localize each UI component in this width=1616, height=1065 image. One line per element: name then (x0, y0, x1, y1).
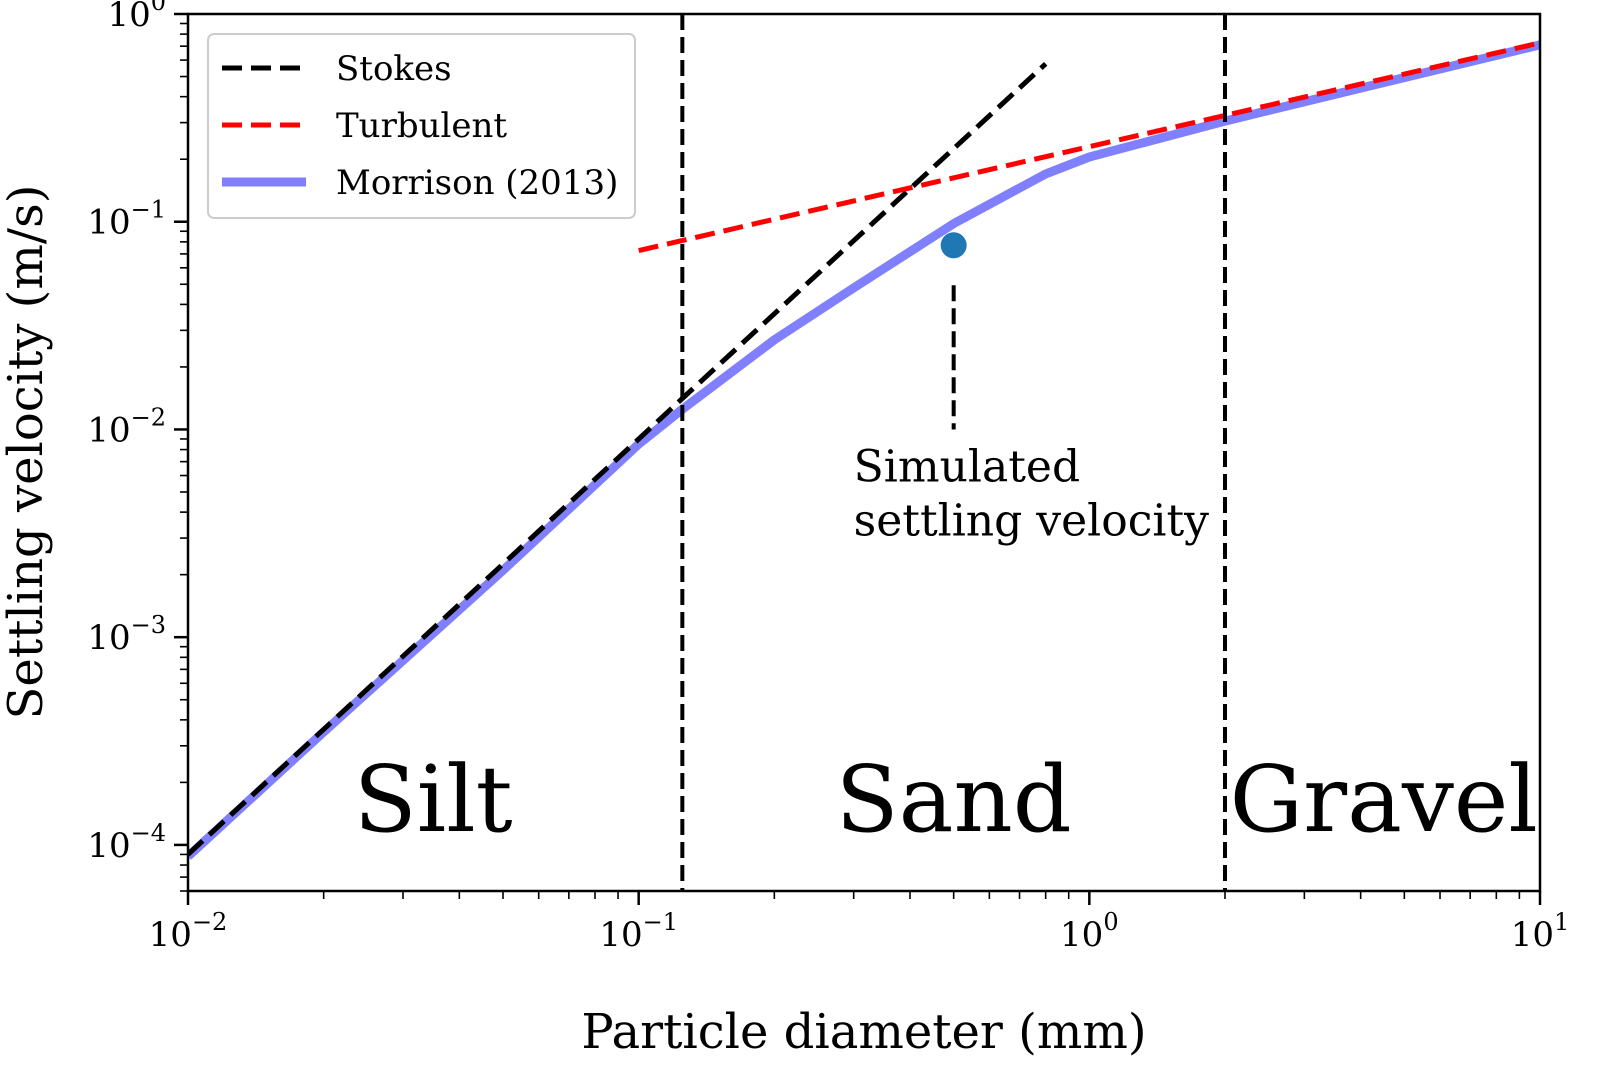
annotation-text-line: settling velocity (854, 495, 1209, 546)
region-label-sand: Sand (836, 746, 1072, 853)
x-axis-title: Particle diameter (mm) (581, 1004, 1146, 1060)
ticks-layer: 10−2 10−1 100 101 10−4 10−3 10−2 10−1 100 (87, 0, 1569, 955)
legend-box (207, 33, 636, 219)
y-tick-label: 10−3 (87, 611, 166, 658)
series-line-turbulent (638, 40, 1540, 254)
region-label-gravel: Gravel (1230, 746, 1538, 853)
regions-layer: Silt Sand Gravel (354, 746, 1538, 853)
boundary-layer (680, 14, 1227, 891)
y-tick-label: 10−2 (87, 403, 166, 450)
y-tick-label: 10−4 (87, 819, 166, 866)
simulated-point (940, 232, 967, 259)
x-tick-label: 100 (1060, 908, 1119, 955)
x-tick-label: 101 (1511, 908, 1570, 955)
y-tick-label: 10−1 (87, 196, 166, 243)
legend-label-morrison-2013: Morrison (2013) (336, 163, 618, 203)
x-tick-label: 10−2 (149, 908, 228, 955)
plot-frame (186, 12, 1542, 893)
legend-label-stokes: Stokes (336, 49, 452, 89)
legend-label-turbulent: Turbulent (336, 106, 507, 146)
x-tick-label: 10−1 (599, 908, 678, 955)
legend: Stokes Turbulent Morrison (2013) (207, 33, 636, 219)
y-axis-title: Settling velocity (m/s) (0, 185, 54, 720)
region-label-silt: Silt (354, 746, 513, 853)
series-line-stokes (188, 61, 1048, 857)
y-tick-label: 100 (107, 0, 166, 35)
annotation-text-line: Simulated (854, 441, 1080, 492)
